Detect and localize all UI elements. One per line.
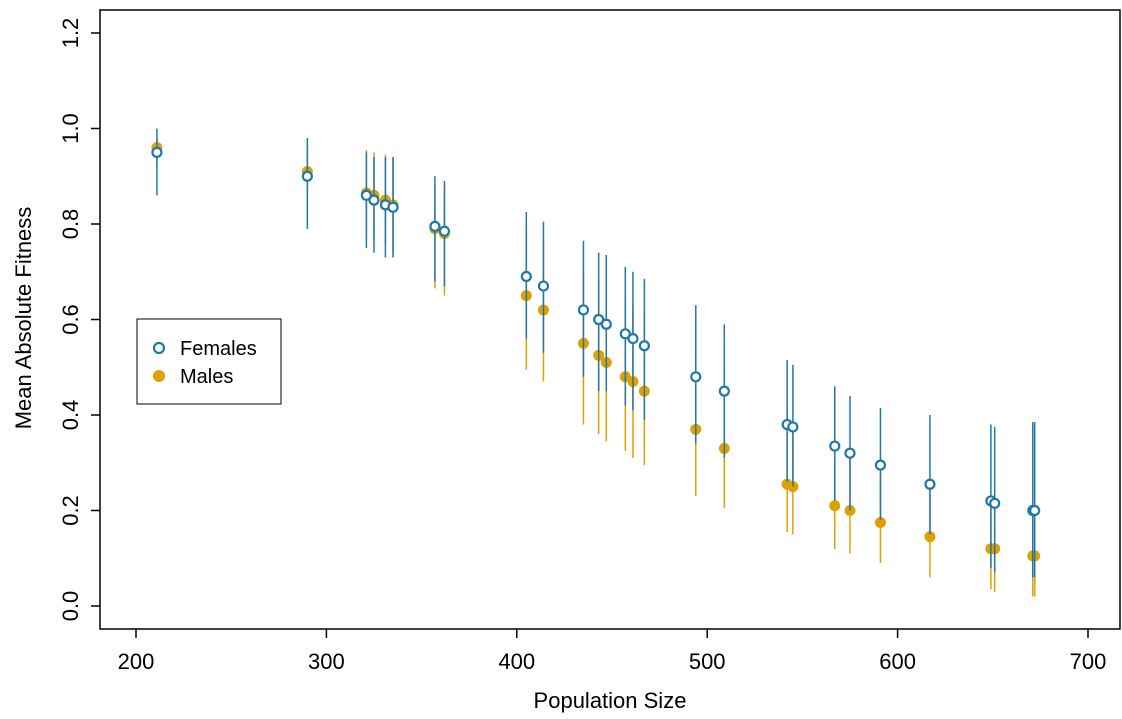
females-point bbox=[368, 194, 380, 206]
series-layer bbox=[151, 128, 1041, 597]
males-point bbox=[829, 500, 841, 512]
females-series bbox=[151, 128, 1041, 578]
y-tick-label: 0.4 bbox=[58, 400, 83, 431]
females-point bbox=[1029, 504, 1041, 517]
females-point bbox=[429, 220, 441, 232]
legend-box bbox=[136, 318, 282, 405]
females-point bbox=[600, 318, 612, 330]
females-point bbox=[874, 459, 887, 471]
females-point bbox=[387, 201, 399, 213]
y-axis: 0.0 0.2 0.4 0.6 0.8 1.0 1.2 bbox=[58, 18, 100, 622]
y-axis-label: Mean Absolute Fitness bbox=[11, 207, 36, 430]
females-point bbox=[787, 421, 799, 433]
females-point bbox=[989, 497, 1001, 509]
y-tick-label: 0.0 bbox=[58, 591, 83, 622]
females-point bbox=[718, 385, 730, 397]
legend: Females Males bbox=[136, 318, 282, 405]
y-tick-label: 0.6 bbox=[58, 304, 83, 335]
females-point bbox=[690, 371, 702, 383]
females-point bbox=[301, 170, 313, 182]
y-tick-label: 0.8 bbox=[58, 209, 83, 240]
females-point bbox=[627, 333, 639, 345]
y-tick-label: 0.2 bbox=[58, 495, 83, 526]
x-tick-label: 700 bbox=[1070, 649, 1107, 674]
females-point bbox=[151, 146, 163, 158]
males-point bbox=[924, 531, 936, 543]
x-axis-label: Population Size bbox=[534, 688, 687, 713]
legend-females-marker bbox=[152, 341, 166, 355]
x-tick-label: 600 bbox=[879, 649, 916, 674]
females-point bbox=[619, 328, 631, 340]
x-axis: 200 300 400 500 600 700 bbox=[118, 629, 1107, 674]
females-point bbox=[360, 189, 372, 201]
x-tick-label: 500 bbox=[689, 649, 726, 674]
females-point bbox=[829, 440, 841, 452]
y-tick-label: 1.0 bbox=[58, 113, 83, 144]
males-point bbox=[874, 516, 886, 528]
females-point bbox=[438, 225, 451, 237]
x-tick-label: 200 bbox=[118, 649, 155, 674]
legend-females-label: Females bbox=[180, 338, 257, 360]
legend-males-marker bbox=[153, 370, 165, 382]
y-tick-label: 1.2 bbox=[58, 18, 83, 49]
x-tick-label: 400 bbox=[498, 649, 535, 674]
females-point bbox=[844, 447, 856, 459]
females-point bbox=[924, 478, 936, 490]
x-tick-label: 300 bbox=[308, 649, 345, 674]
legend-males-label: Males bbox=[180, 366, 233, 388]
females-point bbox=[593, 313, 605, 326]
females-point bbox=[537, 280, 550, 292]
males-series bbox=[151, 138, 1041, 597]
females-point bbox=[520, 270, 532, 283]
females-point bbox=[638, 340, 650, 352]
females-point bbox=[577, 304, 590, 316]
